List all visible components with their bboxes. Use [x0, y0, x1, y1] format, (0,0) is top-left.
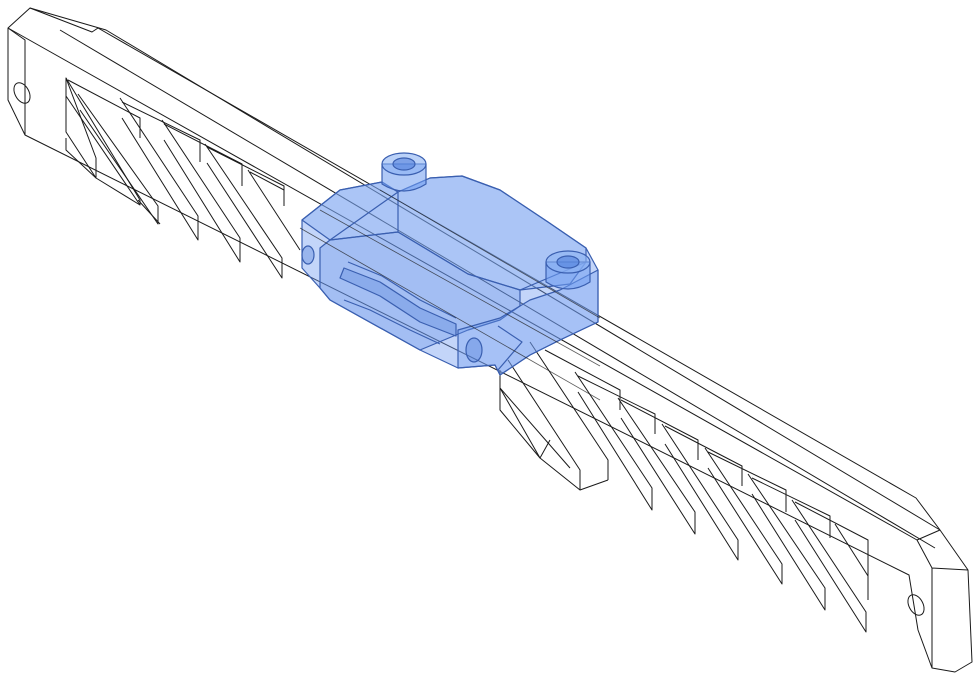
carriage-block[interactable] — [299, 152, 601, 401]
rail-end-right — [916, 539, 969, 668]
cap-screw-1[interactable] — [381, 152, 427, 192]
carriage-groove — [339, 267, 457, 337]
lattice-windows-left — [65, 77, 301, 279]
cap-screw-2[interactable] — [545, 250, 591, 290]
hex-socket-icon — [392, 157, 416, 171]
carriage-side-flange — [319, 231, 521, 351]
carriage-side-hole[interactable] — [465, 337, 483, 363]
carriage-chamfer — [497, 325, 523, 371]
carriage-groove-edge — [343, 261, 457, 345]
mounting-hole-right[interactable] — [905, 592, 928, 618]
rail-top-edge-back — [29, 7, 941, 531]
mounting-hole-left[interactable] — [11, 80, 34, 106]
carriage-side-hole-left[interactable] — [301, 245, 315, 265]
guide-rail[interactable] — [7, 7, 973, 673]
rail-end-left — [7, 27, 26, 135]
lattice-windows-right — [499, 341, 869, 633]
rail-through-carriage — [299, 189, 601, 401]
hex-socket-icon — [556, 255, 580, 269]
rail-center-line — [59, 29, 936, 549]
